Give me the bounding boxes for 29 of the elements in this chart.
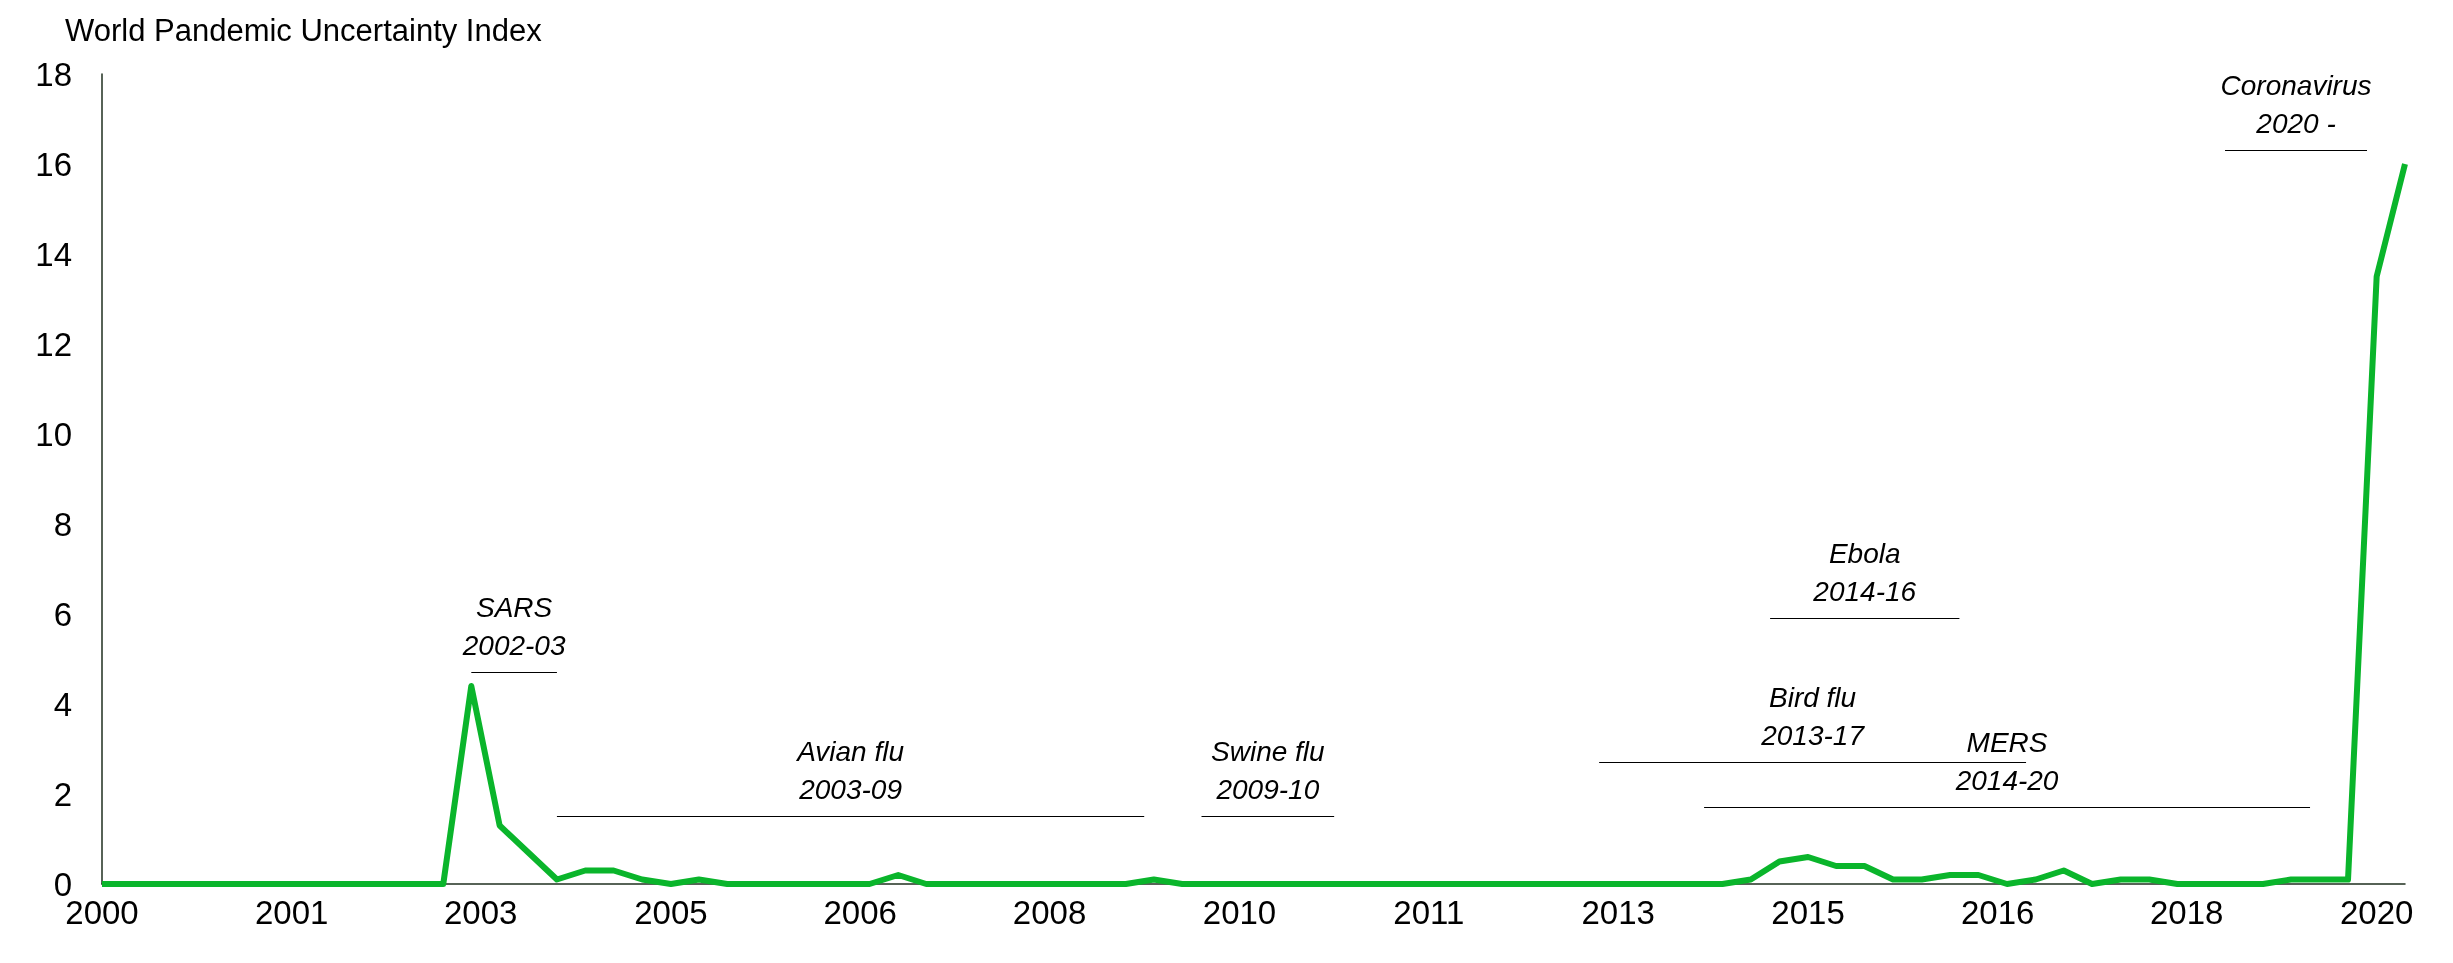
y-tick-label: 10: [35, 415, 72, 453]
chart-title: World Pandemic Uncertainty Index: [65, 13, 543, 48]
annotation: Bird flu 2013-17: [1760, 682, 1866, 751]
x-tick-label: 2001: [254, 894, 329, 931]
y-tick-label: 2: [53, 775, 72, 813]
y-tick-label: 16: [35, 145, 72, 183]
y-tick-label: 6: [53, 595, 72, 633]
x-tick-label: 2006: [823, 894, 897, 931]
x-tick-label: 2016: [1961, 894, 2035, 931]
x-tick-label: 2013: [1581, 894, 1655, 931]
y-tick-label: 18: [35, 55, 72, 93]
y-tick-label: 8: [53, 505, 72, 543]
x-tick-label: 2018: [2150, 894, 2224, 931]
x-tick-label: 2020: [2339, 894, 2414, 931]
annotation: Swine flu 2009-10: [1211, 736, 1326, 805]
x-tick-label: 2015: [1771, 894, 1845, 931]
annotation: MERS 2014-20: [1954, 727, 2059, 796]
annotation: Coronavirus 2020 -: [2220, 70, 2372, 139]
x-tick-label: 2010: [1202, 894, 1277, 931]
y-tick-label: 12: [35, 325, 72, 363]
y-tick-label: 14: [35, 235, 72, 273]
annotation: Ebola 2014-16: [1812, 538, 1917, 607]
x-tick-label: 2005: [634, 894, 708, 931]
x-tick-label: 2003: [443, 894, 518, 931]
y-tick-label: 4: [53, 685, 72, 723]
x-tick-label: 2011: [1393, 894, 1465, 931]
x-tick-label: 2008: [1012, 894, 1087, 931]
annotation: Avian flu 2003-09: [795, 736, 905, 805]
annotation: SARS 2002-03: [461, 592, 566, 661]
